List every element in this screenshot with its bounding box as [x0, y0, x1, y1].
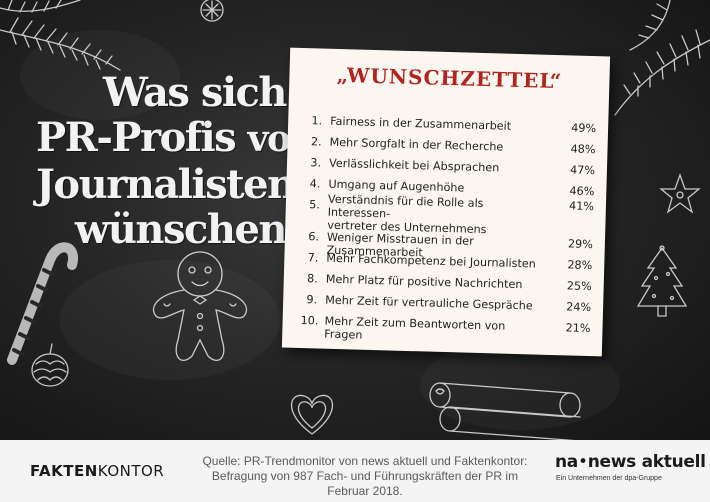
heart-cookie-icon: [291, 394, 333, 435]
source-line-1: Quelle: PR-Trendmonitor von news aktuell…: [202, 454, 528, 468]
headline-line-2-main: PR-Profis: [36, 114, 237, 161]
list-row-rank: 7.: [307, 251, 319, 265]
list-row: 1. Fairness in der Zusammenarbeit 49%: [306, 114, 596, 135]
list-row-percentage: 21%: [565, 321, 591, 336]
list-row-percentage: 28%: [567, 258, 593, 273]
news-aktuell-tagline: Ein Unternehmen der dpa-Gruppe: [556, 475, 662, 482]
news-aktuell-logo: na•news aktuell: [555, 452, 706, 472]
candy-cane-icon: [7, 242, 79, 365]
list-row-label: Mehr Sorgfalt in der Recherche: [329, 135, 504, 154]
snowflake-cookie-icon: [200, 0, 224, 22]
list-row: 9. Mehr Zeit für vertrauliche Gespräche 24…: [301, 293, 591, 314]
headline-line-2: PR-Profis von: [36, 114, 316, 162]
list-row-percentage: 25%: [566, 279, 592, 294]
list-row-label: Mehr Zeit zum Beantworten von Fragen: [324, 314, 506, 342]
list-row-rank: 9.: [306, 293, 318, 307]
gingerbread-man-icon: [152, 251, 248, 361]
list-row-percentage: 46%: [569, 184, 595, 199]
list-row: 5. Verständnis für die Rolle als Interess…: [304, 193, 594, 236]
list-row-label: Fairness in der Zusammenarbeit: [330, 114, 512, 133]
footer-bar: FAKTENKONTOR Quelle: PR-Trendmonitor von…: [0, 440, 710, 502]
card-title: „WUNSCHZETTEL“: [336, 62, 563, 94]
faktenkontor-logo-bold: FAKTEN: [30, 462, 98, 480]
list-row-label: Mehr Platz für positive Nachrichten: [325, 272, 523, 292]
christmas-tree-cookie-icon: [636, 245, 688, 317]
cinnamon-sticks-icon: [429, 382, 581, 440]
list-row-percentage: 41%: [568, 199, 595, 214]
faktenkontor-logo-light: KONTOR: [97, 462, 165, 480]
pine-cone-icon: [31, 343, 69, 387]
list-row: 10. Mehr Zeit zum Beantworten von Fragen 2…: [300, 314, 590, 342]
headline-line-3: Journalisten: [36, 161, 296, 208]
list-row-percentage: 24%: [566, 300, 592, 315]
headline-line-4: wünschen: [74, 206, 288, 253]
source-line-2: Befragung von 987 Fach- und Führungskräf…: [211, 469, 519, 498]
news-aktuell-logo-name: news aktuell: [587, 452, 706, 472]
star-anise-icon: [659, 173, 701, 214]
news-aktuell-logo-na: na: [555, 452, 578, 472]
source-note: Quelle: PR-Trendmonitor von news aktuell…: [200, 454, 530, 499]
list-row-rank: 8.: [306, 272, 318, 286]
list-row-rank: 1.: [311, 114, 323, 128]
chalkboard-background: Was sich PR-Profis von Journalisten wüns…: [0, 0, 710, 440]
fir-branch-icon: [614, 0, 710, 116]
list-row: 8. Mehr Platz für positive Nachrichten 25%: [302, 272, 592, 293]
faktenkontor-logo: FAKTENKONTOR: [30, 462, 164, 480]
list-row-rank: 10.: [300, 313, 319, 328]
list-row: 2. Mehr Sorgfalt in der Recherche 48%: [306, 135, 596, 156]
fir-branch-icon: [0, 0, 121, 71]
list-row: 4. Umgang auf Augenhöhe 46%: [305, 177, 595, 198]
list-row-percentage: 47%: [569, 163, 596, 178]
dot-separator-icon: •: [577, 452, 588, 472]
list-row-percentage: 48%: [570, 142, 596, 157]
list-row-label: Verlässlichkeit bei Absprachen: [328, 156, 500, 175]
list-row: 3. Verlässlichkeit bei Absprachen 47%: [305, 156, 595, 177]
wishlist-card: „WUNSCHZETTEL“ 1. Fairness in der Zusamme…: [281, 47, 611, 357]
chalk-decorations: [0, 0, 710, 440]
list-row-rank: 2.: [310, 135, 322, 149]
list-row-rank: 5.: [309, 198, 321, 212]
headline: Was sich PR-Profis von Journalisten wüns…: [36, 69, 316, 253]
list-row-rank: 3.: [310, 156, 322, 170]
list-row-rank: 4.: [309, 177, 321, 191]
list-row-rank: 6.: [308, 230, 320, 244]
headline-line-1: Was sich: [103, 69, 287, 116]
list-row-percentage: 49%: [571, 121, 597, 136]
list-row-percentage: 29%: [567, 237, 594, 252]
list-row-label: Mehr Zeit für vertrauliche Gespräche: [325, 293, 533, 313]
